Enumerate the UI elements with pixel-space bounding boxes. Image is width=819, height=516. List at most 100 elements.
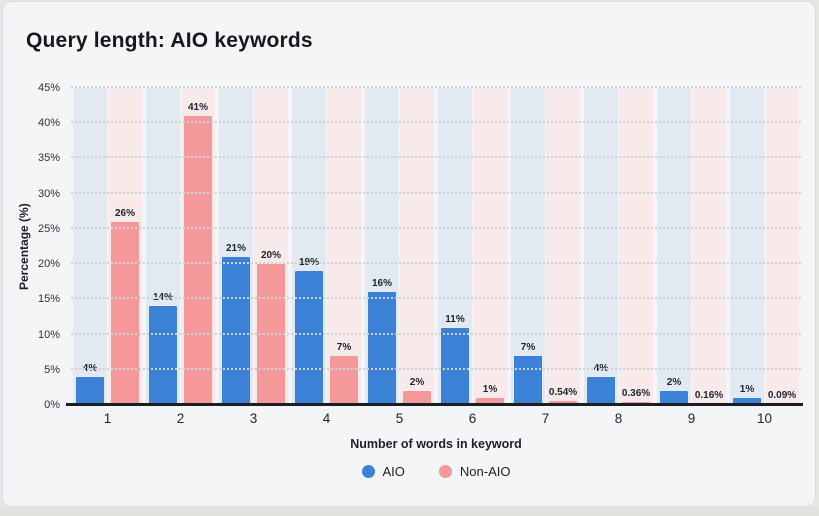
y-tick-label: 10%	[37, 328, 60, 341]
bar-value-label: 1%	[482, 383, 498, 395]
bar-non-aio-1: 26%	[111, 208, 139, 405]
chart-title: Query length: AIO keywords	[26, 29, 313, 52]
x-tick-label-9: 9	[687, 411, 696, 426]
bar-groups: 4% 26% 14% 41% 21% 20% 19% 7% 16% 2% 11% 1% 7% 0.54% 4…	[71, 88, 801, 405]
bar-value-label: 14%	[152, 292, 174, 304]
y-tick-label: 0%	[44, 399, 60, 411]
chart-legend: AIO Non-AIO	[71, 464, 801, 479]
bar-value-label: 21%	[225, 243, 247, 255]
bar-aio-5: 16%	[368, 278, 396, 405]
y-tick-label: 5%	[44, 363, 60, 376]
x-axis-title: Number of words in keyword	[350, 437, 522, 451]
background-band-aio: 1%	[730, 88, 764, 405]
bar-value-label: 16%	[371, 278, 393, 290]
y-tick-label: 30%	[37, 187, 60, 200]
x-tick-label-6: 6	[468, 411, 477, 426]
category-group-8: 4% 0.36%	[582, 88, 655, 405]
background-band-aio: 11%	[438, 88, 472, 405]
bar-value-label: 0.36%	[621, 388, 651, 400]
background-band-non-aio: 0.36%	[619, 88, 653, 405]
category-group-9: 2% 0.16%	[655, 88, 728, 405]
bar-value-label: 11%	[445, 313, 465, 325]
legend-item-non-aio: Non-AIO	[438, 464, 511, 479]
category-group-1: 4% 26%	[71, 88, 144, 405]
bar-aio-7: 7%	[514, 342, 542, 405]
category-group-7: 7% 0.54%	[509, 88, 582, 405]
bar-value-label: 7%	[336, 341, 352, 353]
bar-value-label: 0.09%	[767, 390, 797, 402]
bar-non-aio-6: 1%	[476, 384, 504, 405]
bar-value-label: 1%	[739, 383, 755, 395]
category-group-4: 19% 7%	[290, 88, 363, 405]
x-tick-label-4: 4	[322, 411, 331, 426]
plot-area: 4% 26% 14% 41% 21% 20% 19% 7% 16% 2% 11% 1% 7% 0.54% 4…	[66, 86, 803, 406]
background-band-aio: 16%	[365, 88, 399, 405]
background-band-non-aio: 0.09%	[765, 88, 799, 405]
legend-label: AIO	[382, 464, 405, 479]
x-tick-label-8: 8	[614, 411, 623, 426]
bar-aio-1: 4%	[76, 363, 104, 405]
bar-aio-3: 21%	[222, 243, 250, 405]
background-band-non-aio: 41%	[181, 88, 215, 405]
legend-swatch-icon	[361, 465, 375, 478]
chart-card: Query length: AIO keywords Percentage (%…	[2, 1, 816, 507]
x-axis-line	[66, 403, 803, 406]
category-group-3: 21% 20%	[217, 88, 290, 405]
bar-value-label: 0.54%	[548, 387, 578, 399]
y-tick-label: 20%	[37, 258, 60, 271]
bar-non-aio-4: 7%	[330, 342, 358, 405]
x-tick-label-3: 3	[249, 411, 258, 426]
bar-aio-4: 19%	[295, 257, 323, 405]
y-tick-label: 15%	[37, 293, 60, 306]
background-band-aio: 4%	[584, 88, 618, 405]
background-band-aio: 21%	[219, 88, 253, 405]
background-band-aio: 19%	[292, 88, 326, 405]
x-axis-tick-labels: 1 2 3 4 5 6 7 8 9 10	[71, 411, 801, 426]
bar-value-label: 19%	[298, 257, 320, 269]
background-band-non-aio: 2%	[400, 88, 434, 405]
category-group-2: 14% 41%	[144, 88, 217, 405]
background-band-aio: 7%	[511, 88, 545, 405]
background-band-non-aio: 7%	[327, 88, 361, 405]
background-band-aio: 4%	[73, 88, 107, 405]
legend-item-aio: AIO	[361, 464, 405, 479]
bar-value-label: 2%	[666, 376, 682, 388]
bar-non-aio-2: 41%	[184, 102, 212, 405]
category-group-10: 1% 0.09%	[728, 88, 801, 405]
background-band-aio: 2%	[657, 88, 691, 405]
category-group-5: 16% 2%	[363, 88, 436, 405]
x-tick-label-7: 7	[541, 411, 550, 426]
y-axis-tick-labels: 0% 5% 10% 15% 20% 25% 30% 35% 40% 45%	[3, 82, 65, 411]
bar-value-label: 0.16%	[694, 389, 724, 401]
bar-aio-10: 1%	[733, 384, 761, 405]
bottom-page-edge	[0, 507, 819, 516]
bar-aio-2: 14%	[149, 292, 177, 405]
bar-aio-9: 2%	[660, 377, 688, 405]
category-group-6: 11% 1%	[436, 88, 509, 405]
y-tick-label: 40%	[37, 117, 60, 130]
y-tick-label: 35%	[37, 152, 60, 165]
bar-value-label: 2%	[409, 376, 425, 388]
x-tick-label-2: 2	[176, 411, 185, 426]
bar-non-aio-3: 20%	[257, 250, 285, 405]
bar-aio-8: 4%	[587, 363, 615, 405]
background-band-aio: 14%	[146, 88, 180, 405]
bar-value-label: 41%	[187, 102, 209, 114]
bar-value-label: 26%	[114, 207, 136, 219]
bar-value-label: 7%	[520, 341, 536, 353]
bar-value-label: 4%	[82, 362, 98, 374]
legend-swatch-icon	[438, 465, 452, 478]
background-band-non-aio: 26%	[108, 88, 142, 405]
background-band-non-aio: 0.54%	[546, 88, 580, 405]
background-band-non-aio: 1%	[473, 88, 507, 405]
background-band-non-aio: 0.16%	[692, 88, 726, 405]
x-tick-label-5: 5	[395, 411, 404, 426]
legend-label: Non-AIO	[459, 464, 511, 479]
y-tick-label: 25%	[37, 222, 60, 235]
bar-aio-6: 11%	[441, 314, 469, 405]
bar-value-label: 20%	[260, 250, 282, 262]
bar-value-label: 4%	[593, 362, 609, 374]
x-tick-label-1: 1	[103, 411, 112, 426]
x-tick-label-10: 10	[756, 411, 773, 426]
